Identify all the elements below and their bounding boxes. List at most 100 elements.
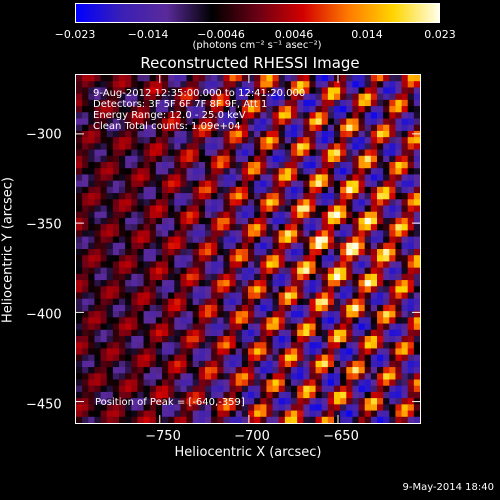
heatmap-cell — [211, 99, 218, 107]
heatmap-cell — [82, 75, 89, 82]
heatmap-cell — [119, 391, 126, 399]
heatmap-cell — [254, 298, 261, 306]
heatmap-cell — [125, 242, 132, 250]
heatmap-cell — [352, 398, 359, 405]
heatmap-cell — [149, 168, 157, 175]
heatmap-cell — [303, 106, 310, 113]
heatmap-cell — [407, 373, 415, 380]
heatmap-cell — [125, 317, 132, 324]
heatmap-cell — [112, 180, 120, 188]
heatmap-cell — [327, 317, 335, 324]
heatmap-cell — [254, 143, 261, 150]
heatmap-cell — [346, 360, 353, 368]
heatmap-cell — [383, 162, 390, 169]
heatmap-cell — [88, 112, 95, 119]
heatmap-cell — [211, 329, 218, 337]
heatmap-cell — [254, 118, 261, 126]
heatmap-cell — [254, 391, 261, 399]
heatmap-cell — [162, 87, 169, 95]
heatmap-cell — [284, 87, 292, 95]
heatmap-cell — [364, 224, 372, 231]
heatmap-cell — [248, 143, 255, 150]
heatmap-cell — [100, 112, 108, 119]
heatmap-cell — [186, 416, 194, 423]
heatmap-cell — [321, 130, 329, 138]
heatmap-cell — [389, 416, 396, 423]
heatmap-cell — [82, 385, 89, 393]
heatmap-cell — [278, 118, 286, 126]
heatmap-cell — [401, 354, 409, 362]
heatmap-cell — [174, 360, 181, 368]
heatmap-cell — [180, 323, 187, 331]
heatmap-cell — [340, 93, 347, 101]
heatmap-cell — [266, 348, 273, 356]
heatmap-cell — [272, 99, 280, 107]
heatmap-cell — [297, 180, 304, 188]
heatmap-cell — [205, 354, 212, 362]
heatmap-cell — [162, 186, 169, 194]
heatmap-cell — [291, 273, 298, 281]
heatmap-cell — [334, 155, 341, 163]
heatmap-cell — [131, 199, 138, 206]
heatmap-cell — [272, 323, 280, 331]
heatmap-cell — [407, 323, 415, 331]
heatmap-cell — [155, 143, 163, 150]
heatmap-cell — [260, 81, 267, 88]
heatmap-cell — [223, 311, 230, 318]
heatmap-cell — [82, 379, 89, 387]
heatmap-cell — [377, 112, 384, 119]
heatmap-cell — [383, 75, 390, 82]
heatmap-cell — [358, 75, 366, 82]
heatmap-cell — [168, 193, 175, 200]
heatmap-cell — [346, 236, 353, 244]
heatmap-cell — [235, 261, 243, 269]
heatmap-cell — [192, 292, 200, 300]
heatmap-cell — [168, 118, 175, 126]
heatmap-cell — [358, 292, 366, 300]
heatmap-cell — [358, 224, 366, 231]
heatmap-cell — [88, 168, 95, 175]
heatmap-cell — [119, 385, 126, 393]
heatmap-cell — [192, 304, 200, 312]
heatmap-cell — [155, 329, 163, 337]
heatmap-cell — [205, 99, 212, 107]
heatmap-cell — [88, 211, 95, 219]
heatmap-cell — [297, 404, 304, 411]
heatmap-cell — [370, 143, 378, 150]
heatmap-cell — [149, 236, 157, 244]
heatmap-cell — [88, 348, 95, 356]
x-axis-title: Heliocentric X (arcsec) — [174, 445, 322, 460]
heatmap-cell — [235, 155, 243, 163]
heatmap-cell — [377, 224, 384, 231]
heatmap-cell — [291, 379, 298, 387]
heatmap-cell — [186, 93, 194, 101]
heatmap-cell — [370, 373, 378, 380]
heatmap-cell — [272, 342, 280, 349]
heatmap-cell — [266, 124, 273, 132]
heatmap-cell — [162, 143, 169, 150]
heatmap-cell — [346, 137, 353, 144]
heatmap-cell — [217, 224, 224, 231]
heatmap-cell — [155, 354, 163, 362]
heatmap-cell — [272, 174, 280, 182]
heatmap-cell — [407, 230, 415, 237]
heatmap-cell — [334, 317, 341, 324]
heatmap-cell — [327, 81, 335, 88]
heatmap-cell — [260, 112, 267, 119]
heatmap-cell — [168, 155, 175, 163]
heatmap-cell — [229, 367, 237, 374]
heatmap-cell — [370, 391, 378, 399]
heatmap-cell — [352, 249, 359, 256]
heatmap-cell — [413, 311, 420, 318]
heatmap-cell — [186, 81, 194, 88]
heatmap-cell — [211, 217, 218, 225]
heatmap-cell — [389, 180, 396, 188]
heatmap-cell — [327, 379, 335, 387]
heatmap-cell — [401, 398, 409, 405]
heatmap-cell — [303, 391, 310, 399]
heatmap-cell — [137, 360, 144, 368]
heatmap-cell — [346, 75, 353, 82]
heatmap-cell — [82, 416, 89, 423]
heatmap-cell — [100, 99, 108, 107]
heatmap-cell — [211, 286, 218, 293]
